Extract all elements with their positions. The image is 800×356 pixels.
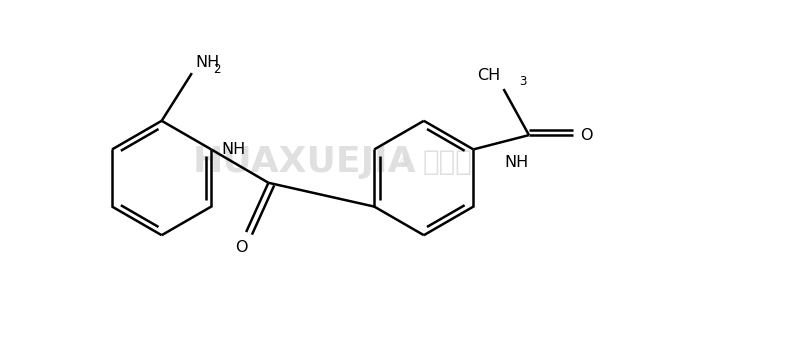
Text: O: O bbox=[235, 240, 248, 255]
Text: HUAXUEJIA: HUAXUEJIA bbox=[193, 145, 417, 179]
Text: 化学加: 化学加 bbox=[422, 148, 473, 176]
Text: CH: CH bbox=[477, 68, 500, 83]
Text: NH: NH bbox=[195, 55, 219, 70]
Text: NH: NH bbox=[222, 142, 246, 157]
Text: O: O bbox=[581, 127, 593, 143]
Text: 2: 2 bbox=[214, 63, 221, 75]
Text: 3: 3 bbox=[519, 75, 526, 88]
Text: ®: ® bbox=[398, 157, 410, 167]
Text: NH: NH bbox=[504, 155, 529, 170]
